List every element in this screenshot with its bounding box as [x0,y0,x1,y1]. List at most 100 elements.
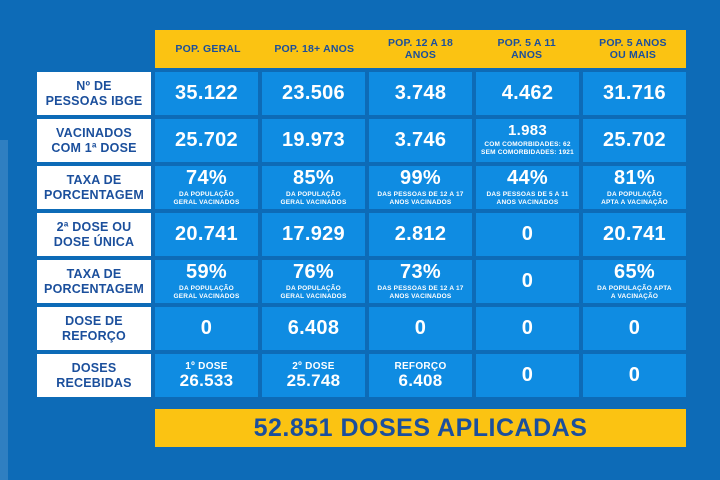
cell-sublabel-line: GERAL VACINADOS [173,293,240,300]
cell-value: 23.506 [282,82,345,104]
table-cell: 99% DAS PESSOAS DE 12 A 17 ANOS VACINADOS [369,166,472,209]
cell-sublabel-line: ANOS VACINADOS [389,199,452,206]
table-cell: 0 [369,307,472,350]
cell-sublabel: COM COMORBIDADES: 62 SEM COMORBIDADES: 19… [476,141,579,158]
cell-top-label: 2º DOSE [292,361,335,373]
cell-value: 20.741 [603,223,666,245]
cell-sublabel-line: DA POPULAÇÃO APTA [597,284,672,292]
table-cell: 3.746 [369,119,472,162]
table-cell: 0 [476,354,579,397]
row-label: 2ª DOSE OU DOSE ÚNICA [37,213,151,256]
cell-value: 74% [186,166,227,189]
row-label-line: PORCENTAGEM [44,187,144,202]
cell-value: 0 [521,364,534,386]
cell-value: 0 [521,270,534,292]
table-cell: 31.716 [583,72,686,115]
table-cell: 2.812 [369,213,472,256]
row-label: DOSES RECEBIDAS [37,354,151,397]
cell-sublabel-line: DAS PESSOAS DE 5 A 11 [486,190,569,198]
row-label-line: PORCENTAGEM [44,281,144,296]
row-label-line: DOSES [71,360,117,375]
cell-value: 85% [293,166,334,189]
table-cell: 25.702 [583,119,686,162]
column-header-2: POP. 18+ ANOS [261,43,367,55]
column-header-line: POP. 5 A 11 [497,36,556,49]
cell-value: 19.973 [282,129,345,151]
table-cell: 0 [583,307,686,350]
column-header-5: POP. 5 ANOS OU MAIS [580,37,686,62]
cell-value: 4.462 [501,82,554,104]
cell-value: 81% [614,166,655,189]
row-label-line: DOSE ÚNICA [53,234,135,249]
cell-value: 0 [628,317,641,339]
table-cell: 35.122 [155,72,258,115]
row-label: Nº DE PESSOAS IBGE [37,72,151,115]
table-cell: 65% DA POPULAÇÃO APTA A VACINAÇÃO [583,260,686,303]
cell-sublabel: DAS PESSOAS DE 12 A 17 ANOS VACINADOS [369,191,472,208]
cell-sublabel: DA POPULAÇÃO GERAL VACINADOS [155,191,258,208]
table-cell: 44% DAS PESSOAS DE 5 A 11 ANOS VACINADOS [476,166,579,209]
row-label: VACINADOS COM 1ª DOSE [37,119,151,162]
cell-sublabel-line: A VACINAÇÃO [610,293,659,300]
table-cell: 73% DAS PESSOAS DE 12 A 17 ANOS VACINADOS [369,260,472,303]
cell-value: 26.533 [179,371,234,391]
row-label: TAXA DE PORCENTAGEM [37,166,151,209]
vaccination-table: POP. GERAL POP. 18+ ANOS POP. 12 A 18 ANOS P… [37,30,686,447]
column-header-line: POP. GERAL [175,42,241,55]
cell-value: 44% [507,166,548,189]
cell-sublabel: DA POPULAÇÃO GERAL VACINADOS [155,285,258,302]
total-doses-label: 52.851 DOSES APLICADAS [253,413,588,442]
table-cell: 81% DA POPULAÇÃO APTA A VACINAÇÃO [583,166,686,209]
table-cell: 0 [476,260,579,303]
column-header-1: POP. GERAL [155,43,261,55]
cell-sublabel-line: DA POPULAÇÃO [607,190,662,198]
cell-value: 0 [521,223,534,245]
cell-sublabel: DA POPULAÇÃO GERAL VACINADOS [262,285,365,302]
cell-sublabel-line: DAS PESSOAS DE 12 A 17 [377,190,464,198]
row-label-line: RECEBIDAS [56,375,132,390]
table-cell: 1º DOSE 26.533 [155,354,258,397]
column-header-bar: POP. GERAL POP. 18+ ANOS POP. 12 A 18 ANOS P… [155,30,686,68]
cell-value: 2.812 [394,223,447,245]
total-doses-banner: 52.851 DOSES APLICADAS [155,409,686,447]
table-cell: 25.702 [155,119,258,162]
table-cell: 17.929 [262,213,365,256]
cell-top-label: 1º DOSE [185,361,228,373]
cell-sublabel-line: DA POPULAÇÃO [179,190,234,198]
cell-sublabel-line: GERAL VACINADOS [280,293,347,300]
cell-sublabel: DA POPULAÇÃO GERAL VACINADOS [262,191,365,208]
cell-sublabel-line: ANOS VACINADOS [496,199,559,206]
cell-value: 1.983 [507,122,548,140]
cell-value: 65% [614,260,655,283]
cell-sublabel-line: DAS PESSOAS DE 12 A 17 [377,284,464,292]
cell-sublabel: DAS PESSOAS DE 12 A 17 ANOS VACINADOS [369,285,472,302]
cell-value: 25.702 [603,129,666,151]
table-cell: 23.506 [262,72,365,115]
row-label-line: TAXA DE [66,266,122,281]
background-light-edge [0,140,8,480]
row-label-line: PESSOAS IBGE [45,93,143,108]
row-label-line: Nº DE [76,78,112,93]
table-cell: 3.748 [369,72,472,115]
cell-value: 25.702 [175,129,238,151]
table-cell: 85% DA POPULAÇÃO GERAL VACINADOS [262,166,365,209]
column-header-line: OU MAIS [609,49,657,61]
column-header-line: POP. 18+ ANOS [274,42,355,55]
cell-value: 3.748 [394,82,447,104]
cell-value: 31.716 [603,82,666,104]
row-label-line: REFORÇO [62,328,126,343]
cell-sublabel-line: GERAL VACINADOS [280,199,347,206]
row-label-line: TAXA DE [66,172,122,187]
cell-value: 17.929 [282,223,345,245]
cell-value: 25.748 [286,371,341,391]
table-cell: REFORÇO 6.408 [369,354,472,397]
table-cell: 76% DA POPULAÇÃO GERAL VACINADOS [262,260,365,303]
table-cell: 0 [476,307,579,350]
cell-sublabel-line: APTA A VACINAÇÃO [601,199,668,206]
cell-sublabel-line: DA POPULAÇÃO [286,284,341,292]
cell-value: 0 [628,364,641,386]
row-label-line: COM 1ª DOSE [51,140,137,155]
table-cell: 20.741 [583,213,686,256]
row-label-line: DOSE DE [65,313,123,328]
cell-value: 3.746 [394,129,447,151]
